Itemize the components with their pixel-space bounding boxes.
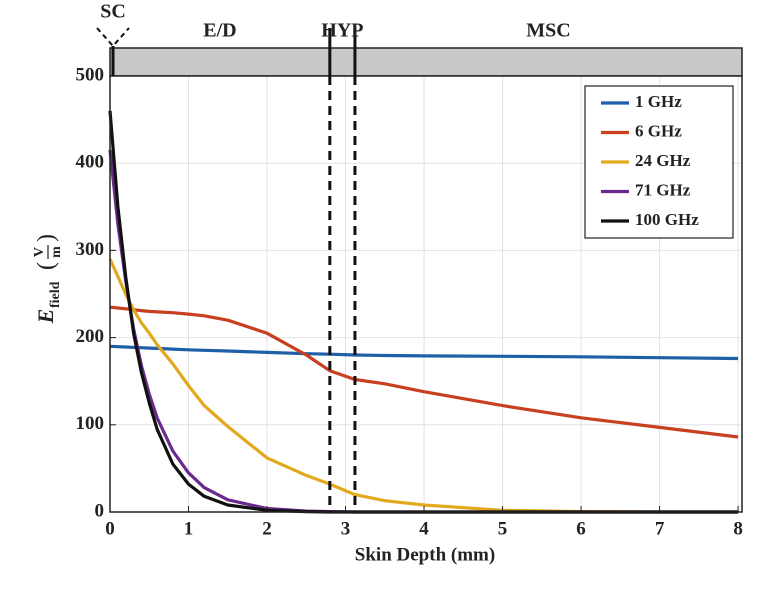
y-axis-label: E field V m ( ) [32, 234, 64, 324]
legend-label: 6 GHz [635, 121, 682, 140]
y-label-subscript: field [48, 281, 63, 308]
plot-frame [109, 75, 743, 513]
sc-marker [96, 27, 130, 48]
region-label: SC [100, 1, 126, 23]
y-tick-label: 300 [76, 239, 105, 260]
region-label: E/D [203, 20, 236, 42]
x-tick-label: 6 [576, 518, 586, 539]
legend-label: 24 GHz [635, 151, 691, 170]
x-tick-label: 0 [105, 518, 115, 539]
x-tick-label: 3 [341, 518, 351, 539]
x-axis-label: Skin Depth (mm) [355, 544, 495, 565]
x-tick-label: 1 [184, 518, 194, 539]
legend: 1 GHz 6 GHz 24 GHz 71 GHz 100 GHz [584, 85, 734, 239]
x-tick-label: 7 [655, 518, 665, 539]
y-tick-label: 400 [76, 152, 105, 173]
legend-label: 100 GHz [635, 210, 699, 229]
region-label: HYP [321, 20, 363, 42]
region-label: MSC [526, 20, 570, 42]
x-tick-label: 4 [419, 518, 429, 539]
y-tick-label: 200 [76, 326, 105, 347]
series-line [108, 258, 739, 514]
y-label-symbol: E [33, 309, 58, 325]
x-tick-label: 2 [262, 518, 272, 539]
y-tick-label: 500 [76, 64, 105, 85]
y-tick-label: 100 [76, 413, 105, 434]
x-tick-label: 5 [498, 518, 508, 539]
legend-label: 71 GHz [635, 180, 691, 199]
legend-label: 1 GHz [635, 92, 682, 111]
region-band [109, 47, 743, 77]
y-label-unit-numerator: V [32, 247, 47, 257]
series-line [109, 305, 739, 439]
y-tick-label: 0 [95, 500, 105, 521]
paren: ) [34, 234, 60, 242]
paren: ( [34, 262, 60, 270]
y-label-unit-denominator: m [49, 246, 64, 258]
x-tick-label: 8 [733, 518, 743, 539]
